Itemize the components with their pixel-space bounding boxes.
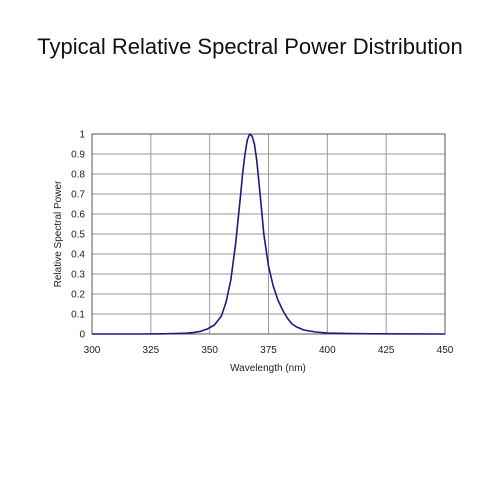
y-tick-label: 0.7 bbox=[71, 190, 85, 201]
x-tick-label: 400 bbox=[319, 345, 336, 356]
y-tick-label: 0.1 bbox=[71, 310, 85, 321]
y-tick-label: 1 bbox=[79, 130, 85, 141]
y-axis-title: Relative Spectral Power bbox=[53, 180, 64, 287]
x-axis-title: Wavelength (nm) bbox=[230, 363, 306, 374]
plot-frame bbox=[91, 133, 446, 335]
tick-labels: 300 325 350 375 400 425 450 0 0.1 0.2 0.3 0.4 0.5 0.6… bbox=[71, 130, 454, 357]
y-tick-label: 0.4 bbox=[71, 250, 85, 261]
series-line bbox=[92, 133, 446, 335]
y-tick-label: 0.5 bbox=[71, 230, 85, 241]
y-tick-label: 0.6 bbox=[71, 210, 85, 221]
x-tick-label: 350 bbox=[201, 345, 218, 356]
series-layer bbox=[92, 133, 446, 335]
x-tick-label: 300 bbox=[84, 345, 101, 356]
y-tick-label: 0.9 bbox=[71, 150, 85, 161]
x-tick-label: 425 bbox=[378, 345, 395, 356]
chart-title: Typical Relative Spectral Power Distribu… bbox=[37, 34, 463, 59]
grid bbox=[91, 133, 446, 335]
y-tick-label: 0 bbox=[79, 330, 85, 341]
x-tick-label: 375 bbox=[260, 345, 277, 356]
y-tick-label: 0.8 bbox=[71, 170, 85, 181]
y-tick-label: 0.2 bbox=[71, 290, 85, 301]
x-tick-label: 325 bbox=[142, 345, 159, 356]
y-tick-label: 0.3 bbox=[71, 270, 85, 281]
x-tick-label: 450 bbox=[437, 345, 454, 356]
